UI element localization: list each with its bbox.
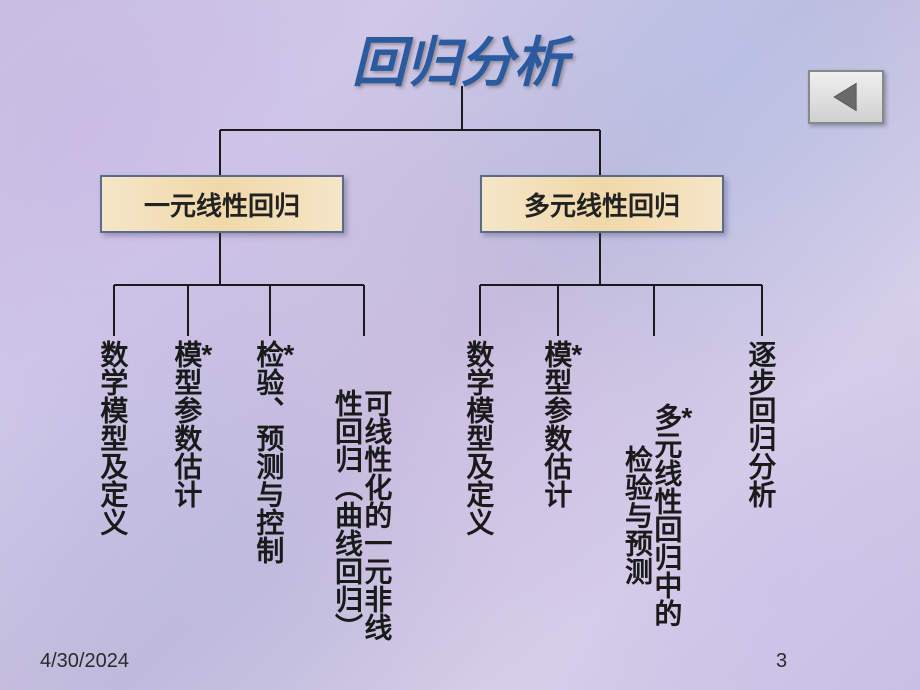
branch-box-multivariate: 多元线性回归 <box>480 175 724 233</box>
leaf-label-6: *多元线性回归中的检验与预测 <box>623 340 693 690</box>
leaf-label-2: *检验、预测与控制 <box>254 340 294 564</box>
leaf-label-5: *模型参数估计 <box>542 340 582 508</box>
leaf-label-3: 可线性化的一元非线性回归（曲线回归） <box>333 340 392 690</box>
back-triangle-icon <box>829 80 863 114</box>
leaf-label-4: 数学模型及定义 <box>464 340 493 536</box>
footer-date: 4/30/2024 <box>40 650 129 673</box>
leaf-label-0: 数学模型及定义 <box>98 340 127 536</box>
page-title: 回归分析 <box>0 18 920 97</box>
branch-box-univariate-label: 一元线性回归 <box>144 186 300 223</box>
leaf-label-7: 逐步回归分析 <box>746 340 775 508</box>
leaf-label-1: *模型参数估计 <box>172 340 212 508</box>
back-button[interactable] <box>808 70 884 124</box>
branch-box-univariate: 一元线性回归 <box>100 175 344 233</box>
connector-lines <box>0 0 920 690</box>
footer-page-number: 3 <box>776 650 787 673</box>
branch-box-multivariate-label: 多元线性回归 <box>524 186 680 223</box>
